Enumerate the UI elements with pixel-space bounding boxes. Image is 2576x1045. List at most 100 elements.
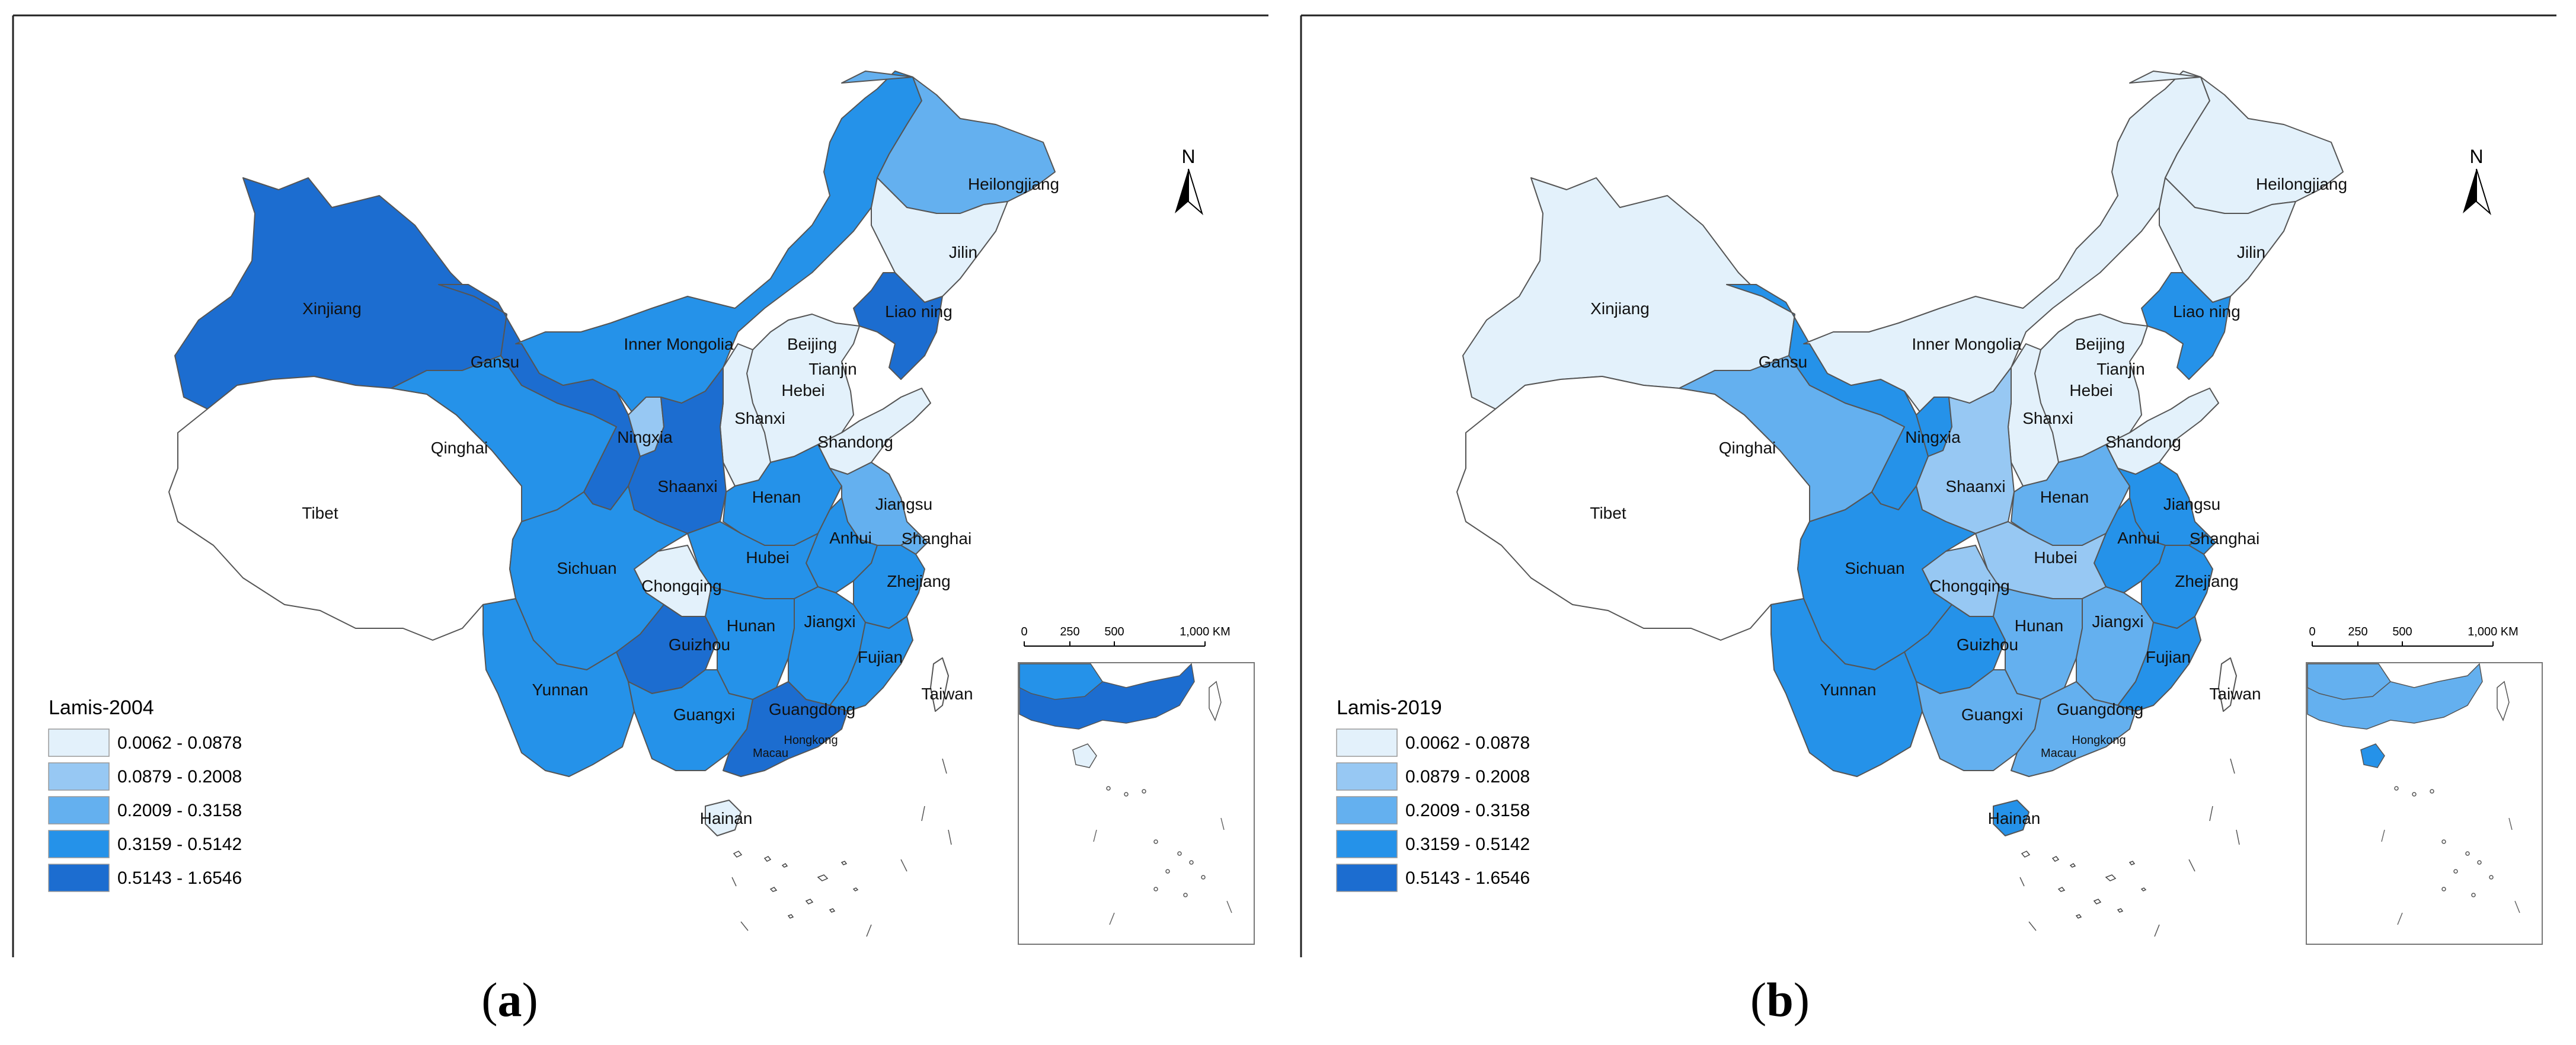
island	[733, 851, 743, 858]
inset-island	[2465, 851, 2470, 856]
label-guangdong: Guangdong	[769, 700, 855, 718]
panel-label-a: (a)	[481, 973, 538, 1027]
inset-island	[1153, 839, 1158, 844]
legend-item-label: 0.2009 - 0.3158	[1405, 801, 1530, 820]
label-gansu: Gansu	[1759, 353, 1808, 371]
province-hainan	[1993, 800, 2030, 836]
label-jiangxi: Jiangxi	[804, 612, 855, 631]
maritime-boundary-dash	[921, 806, 925, 822]
inset-guangxi	[1019, 663, 1103, 700]
province-hainan	[705, 800, 742, 836]
label-hainan: Hainan	[1988, 809, 2041, 827]
inset-island	[2441, 839, 2446, 844]
scale-tick-label: 1,000 KM	[1180, 625, 1231, 638]
legend-item-label: 0.0062 - 0.0878	[117, 733, 242, 753]
legend-item-label: 0.0879 - 0.2008	[117, 767, 242, 787]
label-hebei: Hebei	[2069, 381, 2112, 400]
label-tianjin: Tianjin	[2096, 360, 2144, 378]
scale-tick-label: 0	[1021, 625, 1027, 638]
province-inner-mongolia	[515, 71, 922, 416]
label-tibet: Tibet	[302, 504, 338, 522]
inset-island	[2394, 786, 2399, 791]
maritime-boundary-dash	[2230, 758, 2235, 774]
inset-island	[1124, 792, 1129, 797]
label-zhejiang: Zhejiang	[887, 572, 950, 590]
legend-item-label: 0.2009 - 0.3158	[117, 801, 242, 820]
province-yunnan	[1770, 598, 1923, 777]
legend-item-label: 0.5143 - 1.6546	[117, 868, 242, 888]
scale-tick-label: 250	[2348, 625, 2367, 638]
label-sichuan: Sichuan	[557, 559, 616, 577]
label-henan: Henan	[752, 488, 801, 506]
label-zhejiang: Zhejiang	[2175, 572, 2238, 590]
inset-island	[1106, 786, 1111, 791]
inset-island	[2412, 792, 2417, 797]
legend-swatch	[48, 864, 110, 892]
north-label: N	[1181, 146, 1195, 167]
scale-bar: 0 250 500 1,000 KM	[1021, 625, 1231, 647]
label-macau: Macau	[753, 747, 788, 760]
province-taiwan	[2218, 657, 2237, 712]
inset-island	[2477, 860, 2482, 865]
province-label-layer: Xinjiang Tibet Qinghai Gansu Inner Mongolia H…	[302, 175, 1059, 827]
province-guangxi	[628, 669, 753, 771]
province-guangdong	[723, 681, 848, 777]
map-panel-2019: Xinjiang Tibet Qinghai Gansu Inner Mongolia H…	[1300, 14, 2556, 957]
inset-boundary-dash	[1226, 900, 1232, 913]
label-anhui: Anhui	[2117, 529, 2160, 547]
north-label: N	[2469, 146, 2483, 167]
province-guangxi	[1916, 669, 2041, 771]
legend-swatch	[1336, 864, 1398, 892]
inset-boundary-dash	[1220, 817, 1225, 830]
label-qinghai: Qinghai	[431, 439, 488, 457]
province-yunnan	[482, 598, 635, 777]
south-china-sea-inset	[2306, 662, 2543, 945]
label-chongqing: Chongqing	[1929, 577, 2009, 595]
maritime-boundary-dash	[731, 877, 737, 887]
legend-title: Lamis-2019	[1337, 696, 1442, 719]
legend-swatch	[1336, 796, 1398, 825]
label-hubei: Hubei	[746, 548, 789, 567]
island	[2093, 899, 2102, 905]
legend-swatch	[48, 728, 110, 757]
scale-tick-label: 500	[1104, 625, 1124, 638]
label-shaanxi: Shaanxi	[1945, 477, 2005, 496]
maritime-boundary-dash	[866, 924, 872, 937]
island	[829, 908, 836, 913]
label-heilongjiang: Heilongjiang	[968, 175, 1059, 193]
label-hunan: Hunan	[2015, 616, 2064, 635]
label-xinjiang: Xinjiang	[302, 299, 362, 318]
label-guangxi: Guangxi	[673, 705, 735, 724]
label-jiangxi: Jiangxi	[2092, 612, 2143, 631]
legend-item-label: 0.3159 - 0.5142	[117, 835, 242, 854]
label-shaanxi: Shaanxi	[657, 477, 717, 496]
inset-guangxi	[2307, 663, 2391, 700]
legend-title: Lamis-2004	[49, 696, 154, 719]
maritime-boundary-dash	[900, 859, 907, 872]
scale-tick-label: 250	[1060, 625, 1079, 638]
legend-swatch	[1336, 830, 1398, 858]
inset-island	[1183, 893, 1188, 897]
label-hebei: Hebei	[781, 381, 824, 400]
label-shanxi: Shanxi	[2022, 409, 2073, 427]
north-arrow-left	[1175, 169, 1188, 213]
label-ningxia: Ningxia	[1905, 428, 1961, 446]
maritime-boundary-dash	[948, 829, 952, 845]
island	[840, 861, 848, 865]
inset-boundary-dash	[2508, 817, 2513, 830]
label-ningxia: Ningxia	[617, 428, 673, 446]
label-gansu: Gansu	[471, 353, 520, 371]
inset-hainan	[1072, 743, 1097, 768]
province-inner-mongolia	[1803, 71, 2210, 416]
inset-island	[1142, 789, 1146, 794]
province-fujian	[829, 616, 913, 712]
inset-island	[1201, 875, 1206, 880]
label-jiangsu: Jiangsu	[875, 495, 933, 513]
label-hunan: Hunan	[727, 616, 776, 635]
north-arrow-right	[1188, 168, 1203, 216]
maritime-boundary-dash	[2019, 877, 2025, 887]
label-hainan: Hainan	[700, 809, 753, 827]
island	[2105, 874, 2117, 881]
south-china-sea-inset	[1018, 662, 1255, 945]
label-yunnan: Yunnan	[532, 680, 589, 699]
